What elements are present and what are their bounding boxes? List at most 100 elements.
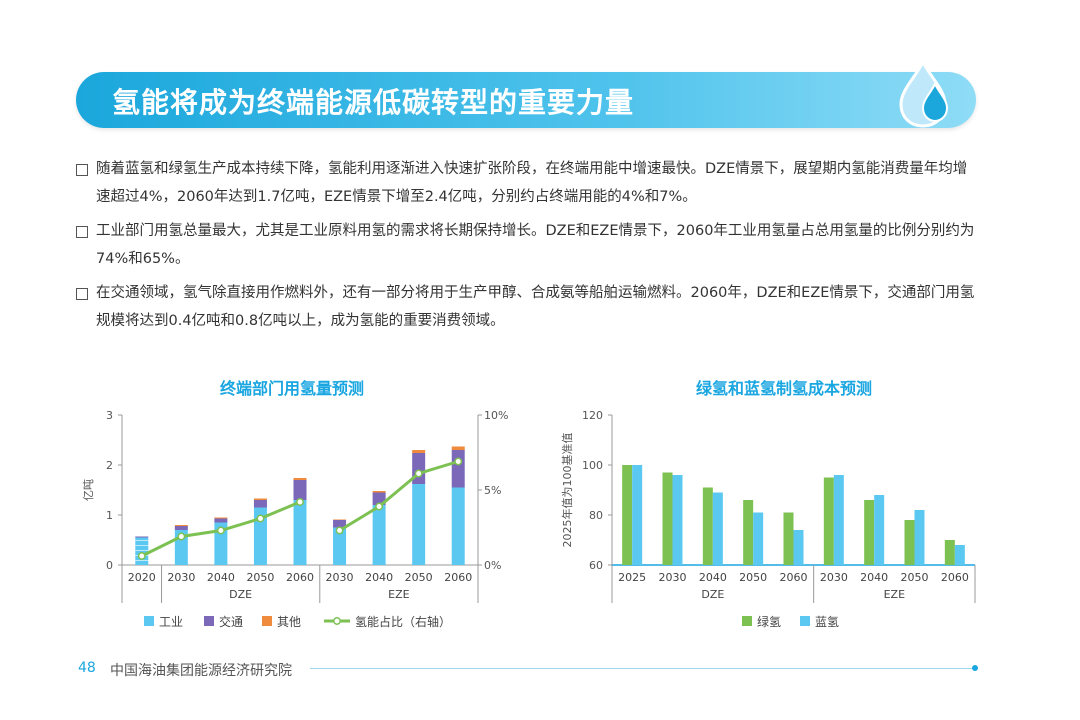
bullet-text: 工业部门用氢总量最大，尤其是工业原料用氢的需求将长期保持增长。DZE和EZE情景… xyxy=(96,223,975,267)
blue-hydrogen-bar xyxy=(874,495,885,565)
industry-bar xyxy=(253,507,267,565)
industry-bar xyxy=(372,505,386,565)
legend-label: 蓝氢 xyxy=(815,614,839,629)
chart1-x-tick-label: 2020 xyxy=(128,571,156,584)
bullet-item: 工业部门用氢总量最大，尤其是工业原料用氢的需求将长期保持增长。DZE和EZE情景… xyxy=(74,217,980,273)
chart1-y-tick-label: 1 xyxy=(106,509,113,522)
checkbox-bullet-icon xyxy=(76,164,88,176)
page-number: 48 xyxy=(78,660,96,676)
chart2-x-tick-label: 2060 xyxy=(780,571,808,584)
green-hydrogen-bar xyxy=(702,487,713,565)
green-hydrogen-bar xyxy=(944,540,955,565)
chart1-y2-tick-label: 0% xyxy=(484,559,501,572)
transport-bar xyxy=(135,536,149,538)
transport-bar xyxy=(174,526,188,530)
legend-label: 交通 xyxy=(219,614,243,629)
chart1-x-tick-label: 2050 xyxy=(405,571,433,584)
other-bar xyxy=(451,446,465,450)
footer-organization: 中国海油集团能源经济研究院 xyxy=(110,663,292,679)
blue-hydrogen-bar xyxy=(833,475,844,565)
legend-swatch xyxy=(742,616,752,626)
share-line xyxy=(338,460,459,532)
blue-hydrogen-bar xyxy=(954,545,965,565)
chart1-y2-tick-label: 5% xyxy=(484,484,501,497)
chart1-y-tick-label: 0 xyxy=(106,559,113,572)
chart2-group-label: DZE xyxy=(701,588,724,601)
chart1-x-tick-label: 2050 xyxy=(246,571,274,584)
bullet-list: 随着蓝氢和绿氢生产成本持续下降，氢能利用逐渐进入快速扩张阶段，在终端用能中增速最… xyxy=(74,155,980,341)
other-bar xyxy=(253,498,267,500)
chart2-x-tick-label: 2050 xyxy=(739,571,767,584)
chart2-x-tick-label: 2040 xyxy=(699,571,727,584)
legend-swatch xyxy=(144,616,154,626)
chart2-y-tick-label: 120 xyxy=(582,409,603,422)
chart2-x-tick-label: 2040 xyxy=(860,571,888,584)
chart2-y-label: 2025年值为100基准值 xyxy=(560,433,574,548)
chart1-x-tick-label: 2040 xyxy=(365,571,393,584)
other-bar xyxy=(293,478,307,480)
share-point xyxy=(137,552,146,560)
chart1-x-tick-label: 2030 xyxy=(167,571,195,584)
chart1-y-tick-label: 3 xyxy=(106,409,113,422)
chart2-x-tick-label: 2030 xyxy=(659,571,687,584)
bullet-item: 在交通领域，氢气除直接用作燃料外，还有一部分将用于生产甲醇、合成氨等船舶运输燃料… xyxy=(74,279,980,335)
chart2-y-tick-label: 60 xyxy=(589,559,603,572)
bullet-text: 随着蓝氢和绿氢生产成本持续下降，氢能利用逐渐进入快速扩张阶段，在终端用能中增速最… xyxy=(96,161,968,205)
legend-swatch xyxy=(800,616,810,626)
bullet-text: 在交通领域，氢气除直接用作燃料外，还有一部分将用于生产甲醇、合成氨等船舶运输燃料… xyxy=(96,285,975,329)
legend-label: 绿氢 xyxy=(757,614,781,629)
other-bar xyxy=(214,517,228,519)
share-point xyxy=(216,526,225,535)
blue-hydrogen-bar xyxy=(632,465,643,565)
legend-swatch xyxy=(204,616,214,626)
legend-line-marker xyxy=(333,617,341,625)
chart2-group-label: EZE xyxy=(884,588,905,601)
chart1-group-label: DZE xyxy=(229,588,252,601)
industry-bar xyxy=(214,522,228,565)
chart1-x-tick-label: 2040 xyxy=(207,571,235,584)
green-hydrogen-bar xyxy=(864,500,875,565)
chart1-y-tick-label: 2 xyxy=(106,459,113,472)
green-hydrogen-bar xyxy=(823,477,834,565)
share-point xyxy=(256,514,265,523)
water-drop-icon xyxy=(899,58,949,128)
chart2-x-tick-label: 2030 xyxy=(820,571,848,584)
chart1-x-tick-label: 2060 xyxy=(444,571,472,584)
industry-bar xyxy=(451,487,465,565)
industry-bar xyxy=(174,530,188,565)
chart2-y-tick-label: 100 xyxy=(582,459,603,472)
blue-hydrogen-bar xyxy=(672,475,683,565)
chart2-x-tick-label: 2025 xyxy=(618,571,646,584)
green-hydrogen-bar xyxy=(622,465,633,565)
industry-bar xyxy=(293,500,307,565)
blue-hydrogen-bar xyxy=(793,530,804,565)
chart1-x-tick-label: 2060 xyxy=(286,571,314,584)
blue-hydrogen-bar xyxy=(753,512,764,565)
page-title: 氢能将成为终端能源低碳转型的重要力量 xyxy=(112,86,635,119)
checkbox-bullet-icon xyxy=(76,288,88,300)
chart2-x-tick-label: 2050 xyxy=(901,571,929,584)
chart1-title: 终端部门用氢量预测 xyxy=(220,379,365,398)
legend-swatch xyxy=(262,616,272,626)
share-point xyxy=(375,502,384,511)
chart2-title: 绿氢和蓝氢制氢成本预测 xyxy=(696,379,873,398)
chart1-group-label: EZE xyxy=(388,588,409,601)
share-point xyxy=(177,532,186,541)
footer-dot xyxy=(972,665,978,671)
legend-label: 氢能占比（右轴） xyxy=(355,614,451,629)
checkbox-bullet-icon xyxy=(76,226,88,238)
transport-bar xyxy=(253,500,267,508)
share-point xyxy=(414,469,423,478)
share-point xyxy=(335,526,344,535)
blue-hydrogen-bar xyxy=(914,510,925,565)
legend-label: 其他 xyxy=(277,615,301,629)
other-bar xyxy=(333,519,347,520)
chart1-y2-tick-label: 10% xyxy=(484,409,508,422)
green-hydrogen-bar xyxy=(783,512,794,565)
transport-bar xyxy=(412,453,426,484)
other-bar xyxy=(372,491,386,493)
share-point xyxy=(296,498,304,506)
chart2-x-tick-label: 2060 xyxy=(941,571,969,584)
blue-hydrogen-bar xyxy=(712,492,723,565)
other-bar xyxy=(174,525,188,526)
